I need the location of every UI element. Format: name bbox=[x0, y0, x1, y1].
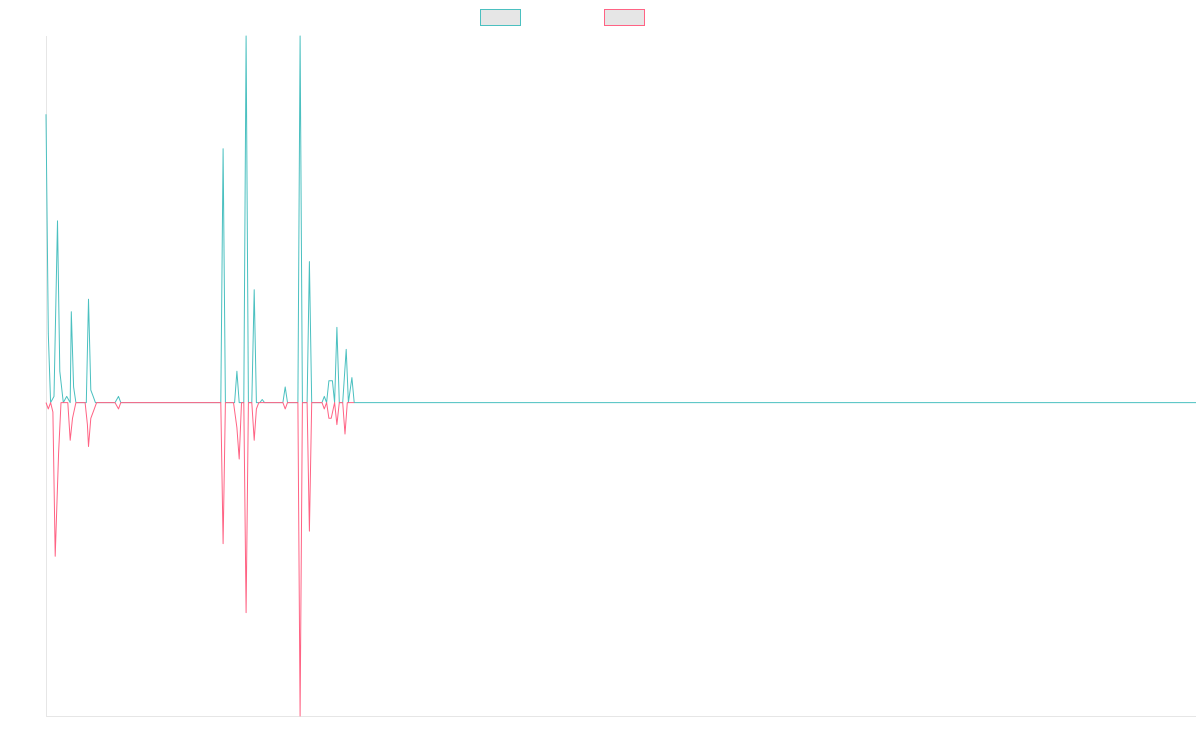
series-line-2[interactable] bbox=[45, 402, 355, 717]
axes bbox=[46, 36, 1196, 717]
series-layer bbox=[45, 35, 1196, 717]
legend bbox=[480, 9, 645, 26]
legend-swatch-series-1[interactable] bbox=[480, 9, 521, 26]
legend-swatch-series-2[interactable] bbox=[604, 9, 645, 26]
series-line-1[interactable] bbox=[45, 35, 1196, 404]
